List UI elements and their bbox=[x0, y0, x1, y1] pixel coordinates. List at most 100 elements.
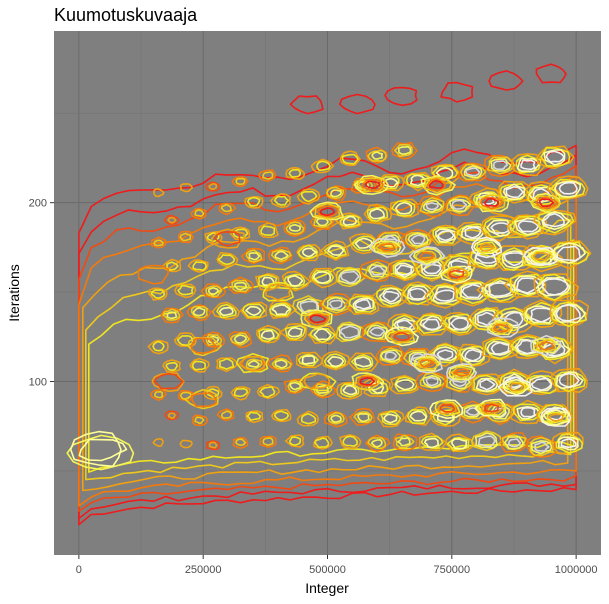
contour-island bbox=[295, 351, 324, 369]
contour-island bbox=[550, 368, 588, 393]
contour-island bbox=[271, 408, 292, 423]
hotspot-contour bbox=[265, 283, 292, 301]
hotspot-contour bbox=[319, 207, 336, 217]
x-axis-title: Integer bbox=[305, 580, 349, 596]
contour-island bbox=[338, 268, 362, 285]
contour-island bbox=[344, 293, 380, 315]
contour-island bbox=[339, 325, 360, 339]
hotspot-contour bbox=[440, 265, 473, 284]
contour-island bbox=[461, 283, 484, 299]
contour-island bbox=[179, 232, 192, 242]
hotspot-contour bbox=[408, 246, 446, 267]
contour-island bbox=[255, 273, 281, 292]
contour-island bbox=[245, 305, 262, 316]
contour-island bbox=[422, 374, 442, 389]
contour-island bbox=[490, 222, 510, 234]
contour-island bbox=[367, 264, 388, 278]
contour-island bbox=[164, 410, 180, 421]
contour-island bbox=[444, 433, 475, 453]
hotspot-contour bbox=[364, 180, 381, 189]
contour-island bbox=[258, 328, 280, 343]
contour-island bbox=[556, 245, 581, 262]
contour-island bbox=[246, 411, 262, 421]
contour-island bbox=[271, 249, 292, 263]
chart-title: Kuumotuskuvaaja bbox=[54, 5, 198, 25]
contour-island bbox=[235, 438, 247, 446]
contour-island bbox=[166, 311, 178, 320]
contour-island bbox=[429, 406, 462, 427]
contour-island bbox=[369, 207, 385, 220]
contour-island bbox=[390, 374, 419, 395]
contour-island bbox=[191, 414, 209, 427]
hotspot-contour bbox=[429, 399, 464, 420]
contour-island bbox=[245, 249, 263, 263]
contour-island bbox=[461, 225, 485, 240]
contour-island bbox=[274, 359, 288, 369]
contour-island bbox=[235, 177, 246, 185]
x-tick-label: 0 bbox=[76, 564, 82, 576]
contour-island bbox=[395, 379, 415, 391]
contour-island bbox=[259, 386, 276, 398]
contour-island bbox=[395, 264, 413, 276]
contour-island bbox=[321, 350, 351, 371]
contour-island bbox=[457, 162, 488, 182]
hotspot-contour bbox=[354, 373, 381, 391]
envelope-contour bbox=[88, 239, 575, 473]
hotspot-contour bbox=[214, 231, 241, 247]
contour-island bbox=[162, 359, 181, 373]
hotspot-contour bbox=[474, 398, 507, 418]
contour-island bbox=[425, 376, 439, 387]
contour-island bbox=[211, 301, 240, 320]
hotspot-contour bbox=[480, 402, 504, 415]
contour-island bbox=[463, 165, 483, 179]
contour-island bbox=[554, 180, 581, 198]
hotspot-contour bbox=[539, 198, 555, 207]
envelope-contour bbox=[82, 199, 569, 492]
contour-island bbox=[313, 328, 332, 341]
contour-island bbox=[546, 175, 589, 201]
contour-island bbox=[327, 245, 345, 256]
contour-island bbox=[257, 274, 278, 289]
contour-island bbox=[475, 432, 498, 449]
contour-island bbox=[248, 252, 261, 261]
hotspot-contour bbox=[390, 330, 414, 343]
contour-island bbox=[484, 338, 516, 360]
contour-island bbox=[422, 199, 443, 213]
contour-island bbox=[267, 354, 294, 373]
x-tick-label: 250000 bbox=[185, 564, 222, 576]
envelope-contour bbox=[85, 218, 572, 481]
hotspot-contour bbox=[316, 205, 339, 218]
contour-island bbox=[389, 198, 420, 218]
contour-island bbox=[202, 331, 226, 348]
contour-island bbox=[557, 436, 579, 451]
contour-island bbox=[342, 215, 358, 226]
contour-island bbox=[230, 386, 251, 401]
contour-island bbox=[245, 358, 263, 370]
contour-island bbox=[538, 403, 570, 426]
contour-island bbox=[543, 149, 566, 166]
contour-island bbox=[207, 287, 219, 295]
hotspot-contour bbox=[509, 382, 524, 392]
contour-island bbox=[220, 203, 232, 213]
hotspot-contour bbox=[419, 359, 435, 368]
contour-island bbox=[292, 295, 324, 317]
contour-island bbox=[244, 196, 264, 209]
contour-island bbox=[482, 336, 519, 361]
contour-island bbox=[505, 186, 524, 199]
contour-island bbox=[147, 339, 169, 355]
contour-island bbox=[283, 273, 306, 288]
contour-island bbox=[422, 318, 440, 331]
contour-island bbox=[508, 438, 522, 448]
contour-island bbox=[516, 157, 540, 173]
x-axis-ticks: 0 250000 500000 750000 1000000 bbox=[76, 555, 598, 576]
contour-island bbox=[471, 373, 505, 396]
contour-island bbox=[190, 207, 207, 220]
contour-island bbox=[464, 226, 482, 239]
contour-island bbox=[150, 236, 168, 249]
hotspot-contour bbox=[547, 413, 564, 422]
contour-island bbox=[258, 169, 277, 182]
contour-island bbox=[460, 347, 486, 363]
contour-island bbox=[504, 270, 547, 299]
hotspot-contour bbox=[535, 196, 559, 209]
